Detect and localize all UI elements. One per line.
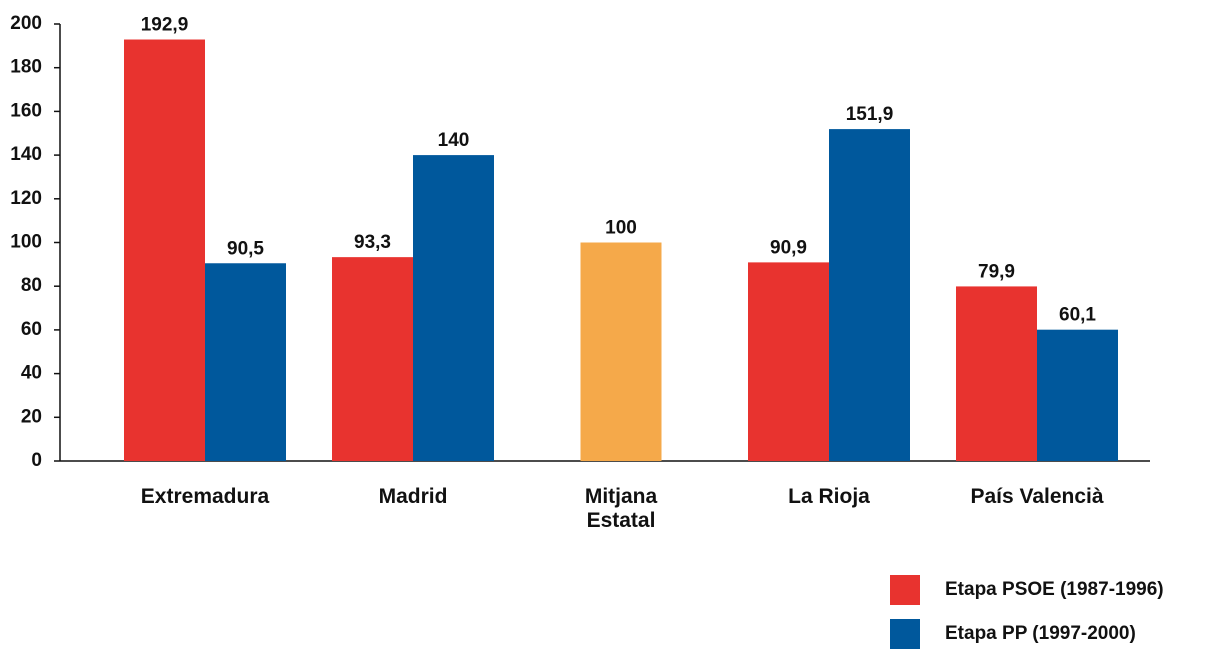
x-tick-label: Extremadura [140, 485, 270, 508]
bar [332, 257, 413, 461]
y-tick-label: 200 [10, 13, 42, 34]
bar [748, 262, 829, 461]
y-tick-label: 120 [10, 188, 42, 209]
y-tick-label: 80 [21, 275, 42, 296]
legend-swatch [890, 619, 920, 649]
bar [205, 263, 286, 461]
legend-label: Etapa PSOE (1987-1996) [945, 579, 1164, 600]
x-tick-label: Mitjana Estatal [584, 485, 658, 532]
x-tick-label: País Valencià [970, 485, 1104, 508]
bar [1037, 329, 1118, 461]
x-tick-label: La Rioja [788, 485, 870, 508]
bar [413, 155, 494, 461]
y-tick-label: 160 [10, 100, 42, 121]
value-label: 90,5 [227, 238, 264, 259]
value-label: 151,9 [846, 104, 894, 125]
bar [829, 129, 910, 461]
y-tick-label: 0 [31, 450, 42, 471]
legend-swatch [890, 575, 920, 605]
legend-label: Etapa PP (1997-2000) [945, 623, 1136, 644]
value-label: 192,9 [141, 15, 189, 36]
y-tick-label: 60 [21, 319, 42, 340]
value-label: 140 [438, 130, 470, 151]
bar [956, 286, 1037, 461]
value-label: 90,9 [770, 237, 807, 258]
value-label: 60,1 [1059, 305, 1096, 326]
y-tick-label: 40 [21, 363, 42, 384]
bar [124, 39, 205, 462]
value-label: 93,3 [354, 232, 391, 253]
y-tick-label: 140 [10, 144, 42, 165]
value-label: 100 [605, 218, 637, 239]
bar [580, 242, 662, 461]
x-tick-label: Madrid [378, 485, 448, 508]
value-label: 79,9 [978, 261, 1015, 282]
y-tick-label: 100 [10, 232, 42, 253]
y-tick-label: 180 [10, 57, 42, 78]
y-tick-label: 20 [21, 406, 42, 427]
